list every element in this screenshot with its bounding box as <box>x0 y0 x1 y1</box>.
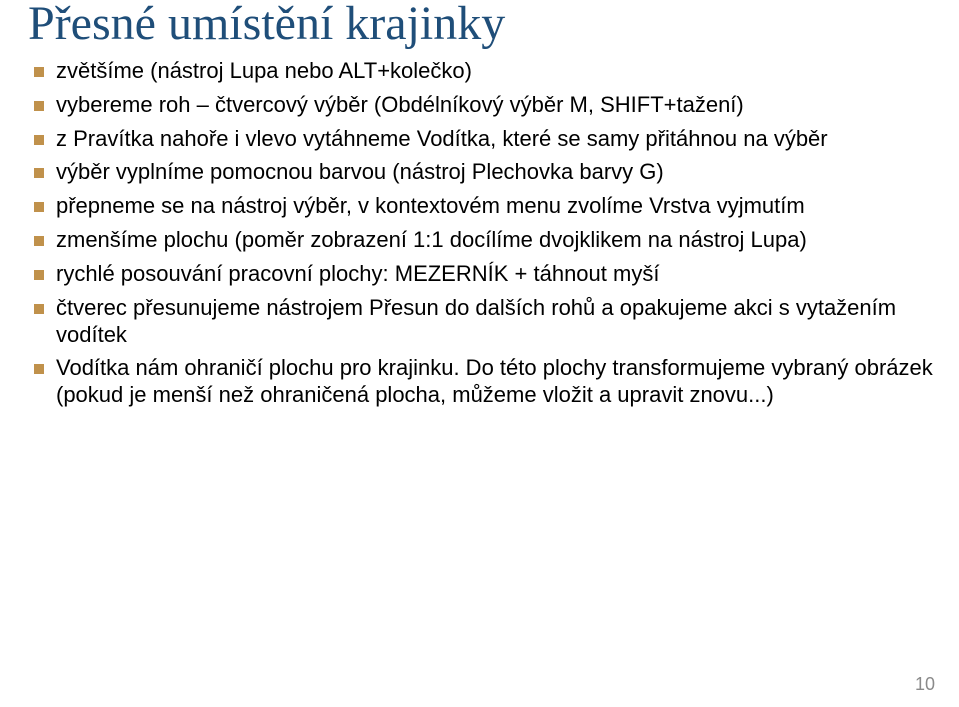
bullet-item: přepneme se na nástroj výběr, v kontexto… <box>28 193 958 220</box>
bullet-item: z Pravítka nahoře i vlevo vytáhneme Vodí… <box>28 126 958 153</box>
bullet-item: zmenšíme plochu (poměr zobrazení 1:1 doc… <box>28 227 958 254</box>
bullet-item: výběr vyplníme pomocnou barvou (nástroj … <box>28 159 958 186</box>
slide-title: Přesné umístění krajinky <box>28 0 931 48</box>
bullet-list: zvětšíme (nástroj Lupa nebo ALT+kolečko)… <box>28 56 958 522</box>
slide-content: zvětšíme (nástroj Lupa nebo ALT+kolečko)… <box>28 56 931 522</box>
page-number: 10 <box>915 674 935 695</box>
bullet-item: čtverec přesunujeme nástrojem Přesun do … <box>28 295 958 349</box>
bullet-item: Vodítka nám ohraničí plochu pro krajinku… <box>28 355 958 409</box>
bullet-item: vybereme roh – čtvercový výběr (Obdélník… <box>28 92 958 119</box>
bullet-item: rychlé posouvání pracovní plochy: MEZERN… <box>28 261 958 288</box>
bullet-item: zvětšíme (nástroj Lupa nebo ALT+kolečko) <box>28 58 958 85</box>
